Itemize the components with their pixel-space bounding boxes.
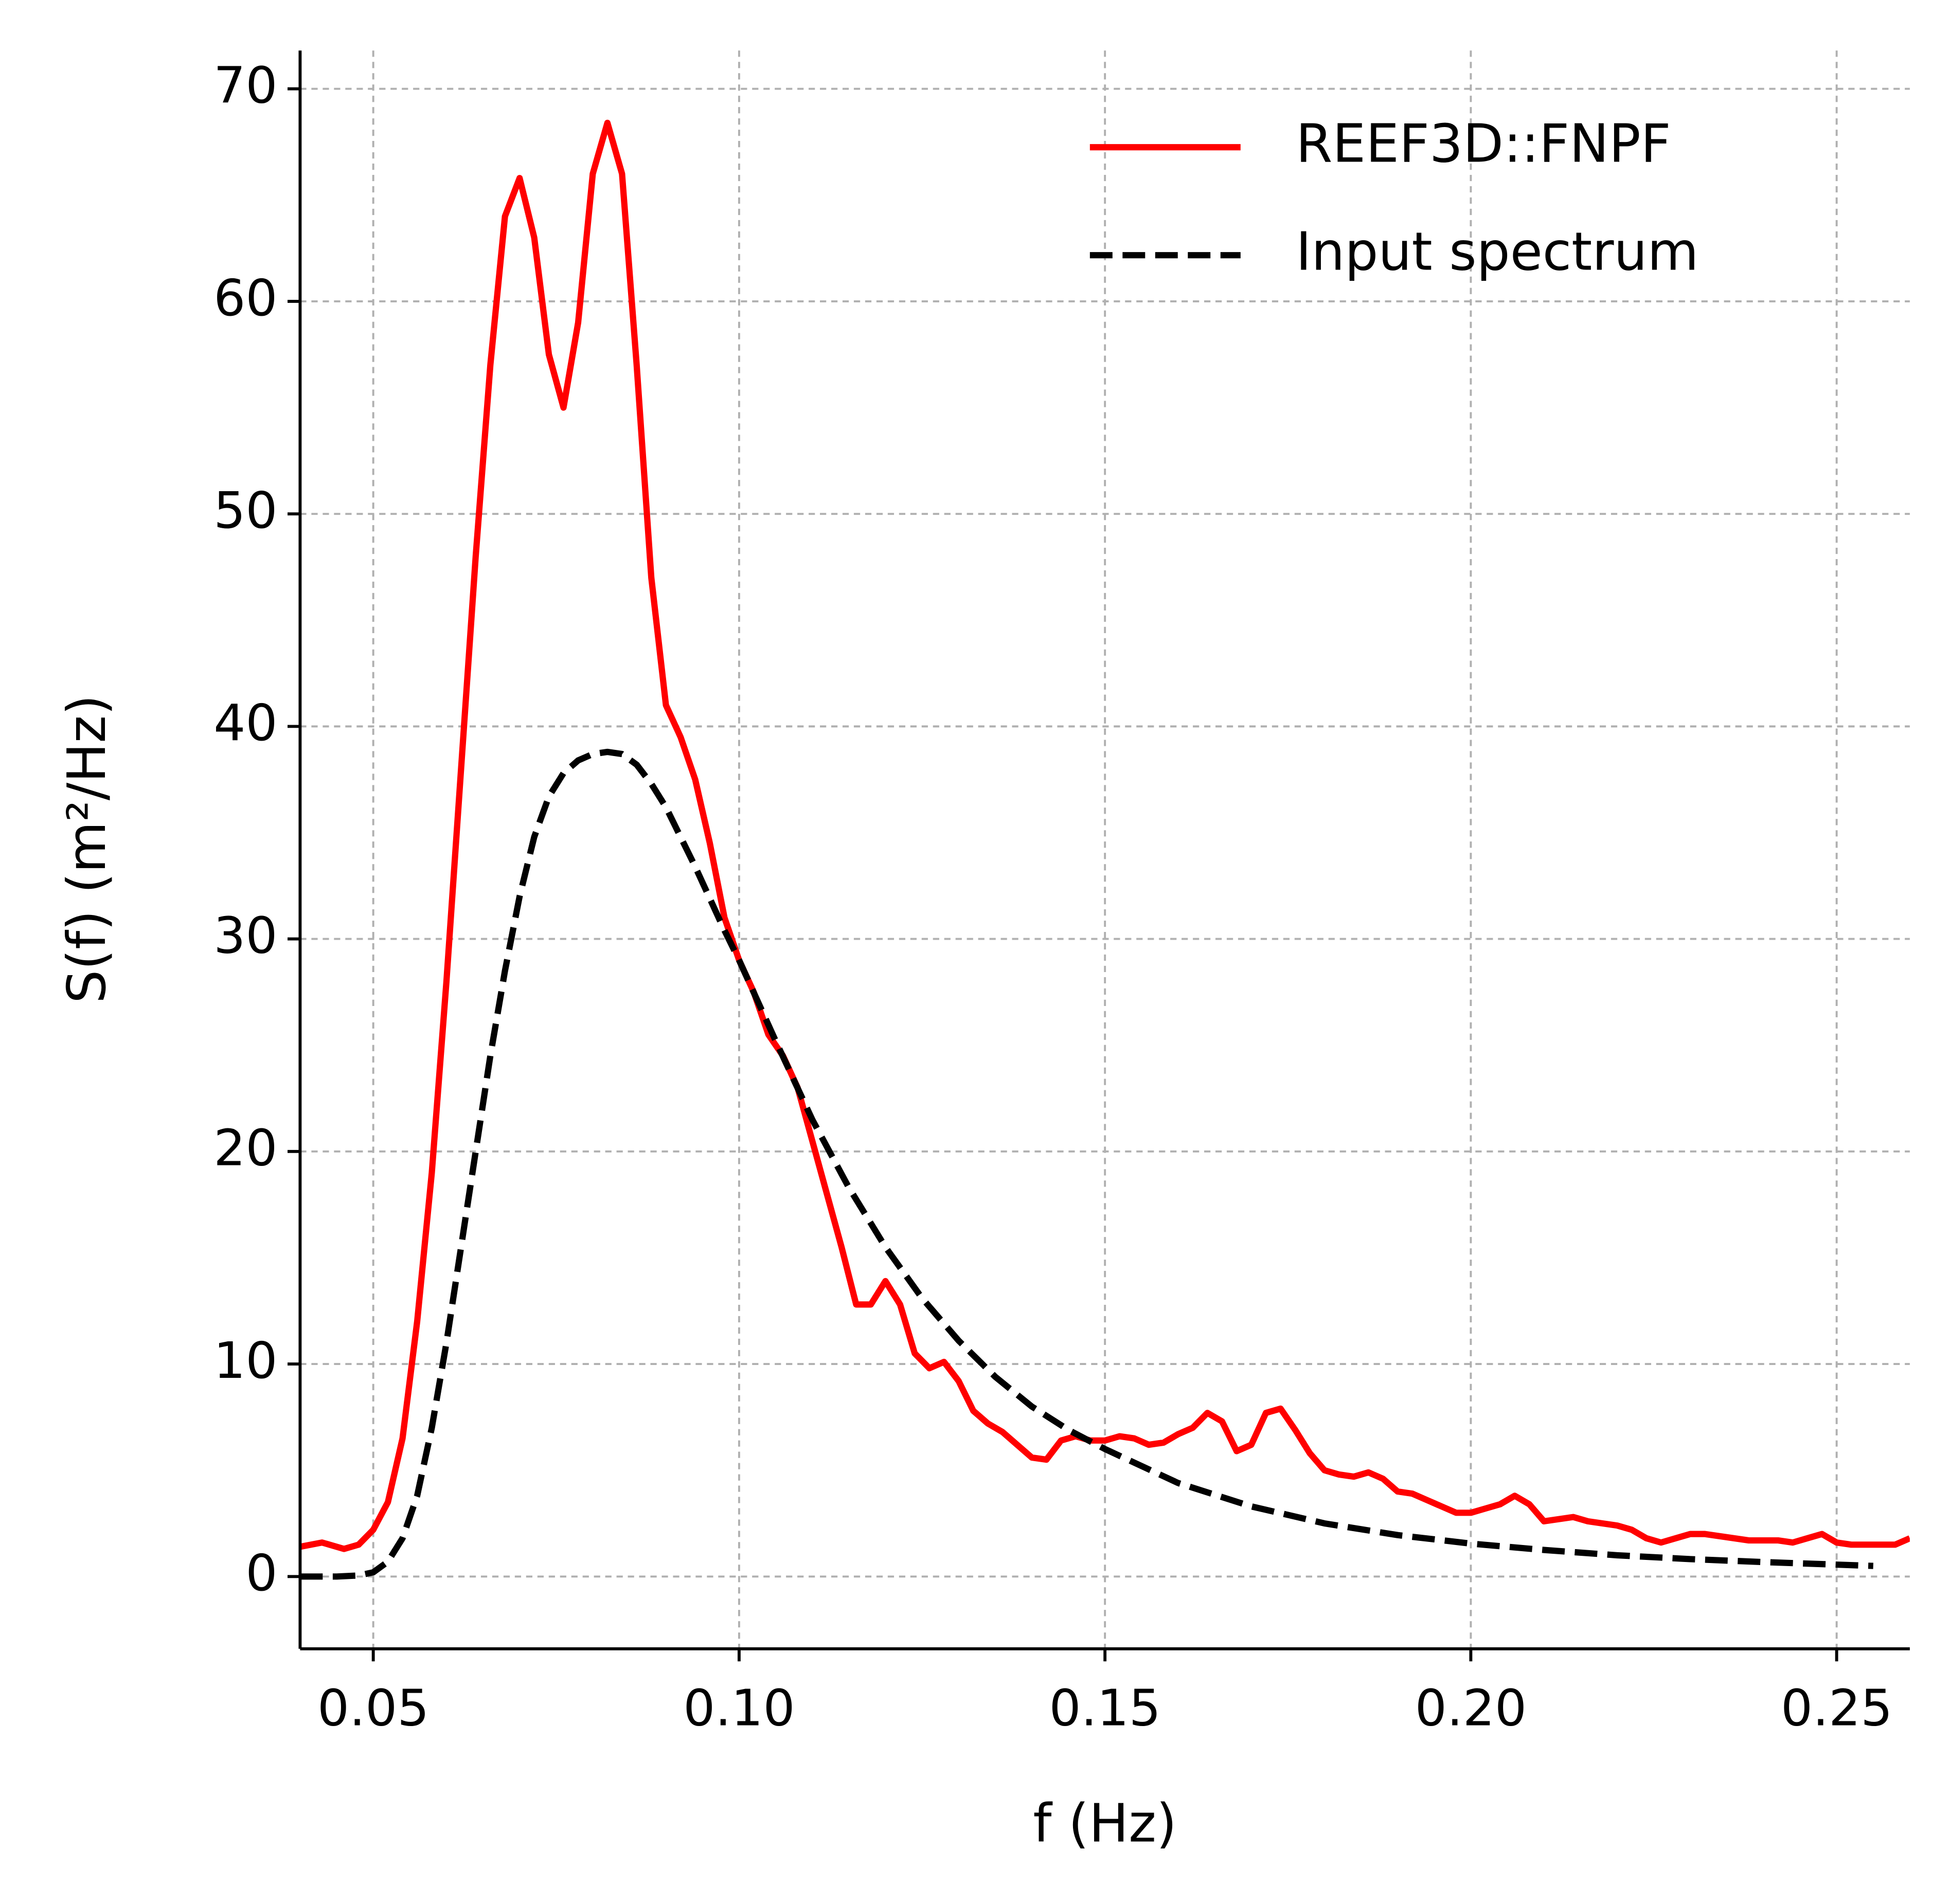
y-tick-label: 30 [213, 906, 277, 965]
y-tick-label: 50 [213, 481, 277, 540]
x-tick-label: 0.10 [683, 1679, 795, 1738]
x-tick-label: 0.15 [1049, 1679, 1160, 1738]
y-tick-label: 0 [245, 1544, 277, 1603]
x-tick-label: 0.20 [1415, 1679, 1527, 1738]
x-tick-label: 0.05 [317, 1679, 429, 1738]
legend-label: Input spectrum [1296, 222, 1698, 283]
series-line [300, 119, 1910, 1552]
x-tick-label: 0.25 [1781, 1679, 1892, 1738]
y-tick-label: 10 [213, 1332, 277, 1390]
x-axis-label: f (Hz) [1033, 1793, 1177, 1855]
y-tick-label: 70 [213, 57, 277, 115]
y-tick-label: 40 [213, 694, 277, 752]
y-tick-label: 20 [213, 1119, 277, 1178]
y-tick-label: 60 [213, 269, 277, 328]
series-line [300, 748, 1873, 1580]
y-axis-label: S(f) (m²/Hz) [57, 695, 118, 1003]
legend-label: REEF3D::FNPF [1296, 114, 1671, 175]
